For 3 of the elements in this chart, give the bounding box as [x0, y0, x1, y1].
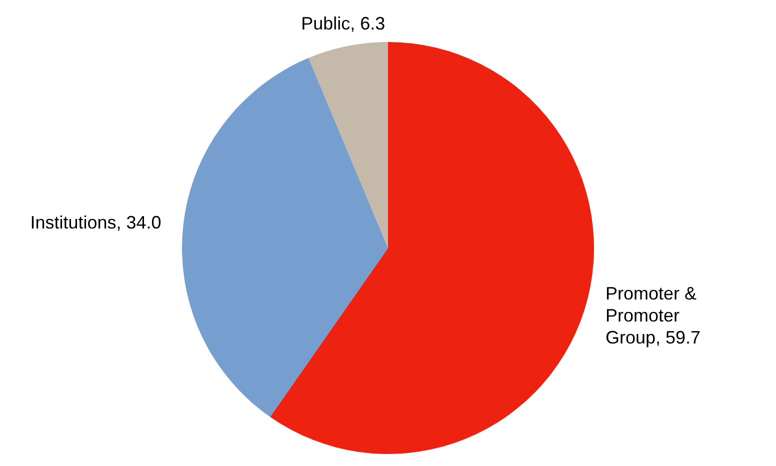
slice-label: Institutions, 34.0 — [30, 212, 162, 233]
slice-label: Public, 6.3 — [301, 13, 386, 34]
slice-label: Promoter & Promoter Group, 59.7 — [605, 283, 701, 348]
